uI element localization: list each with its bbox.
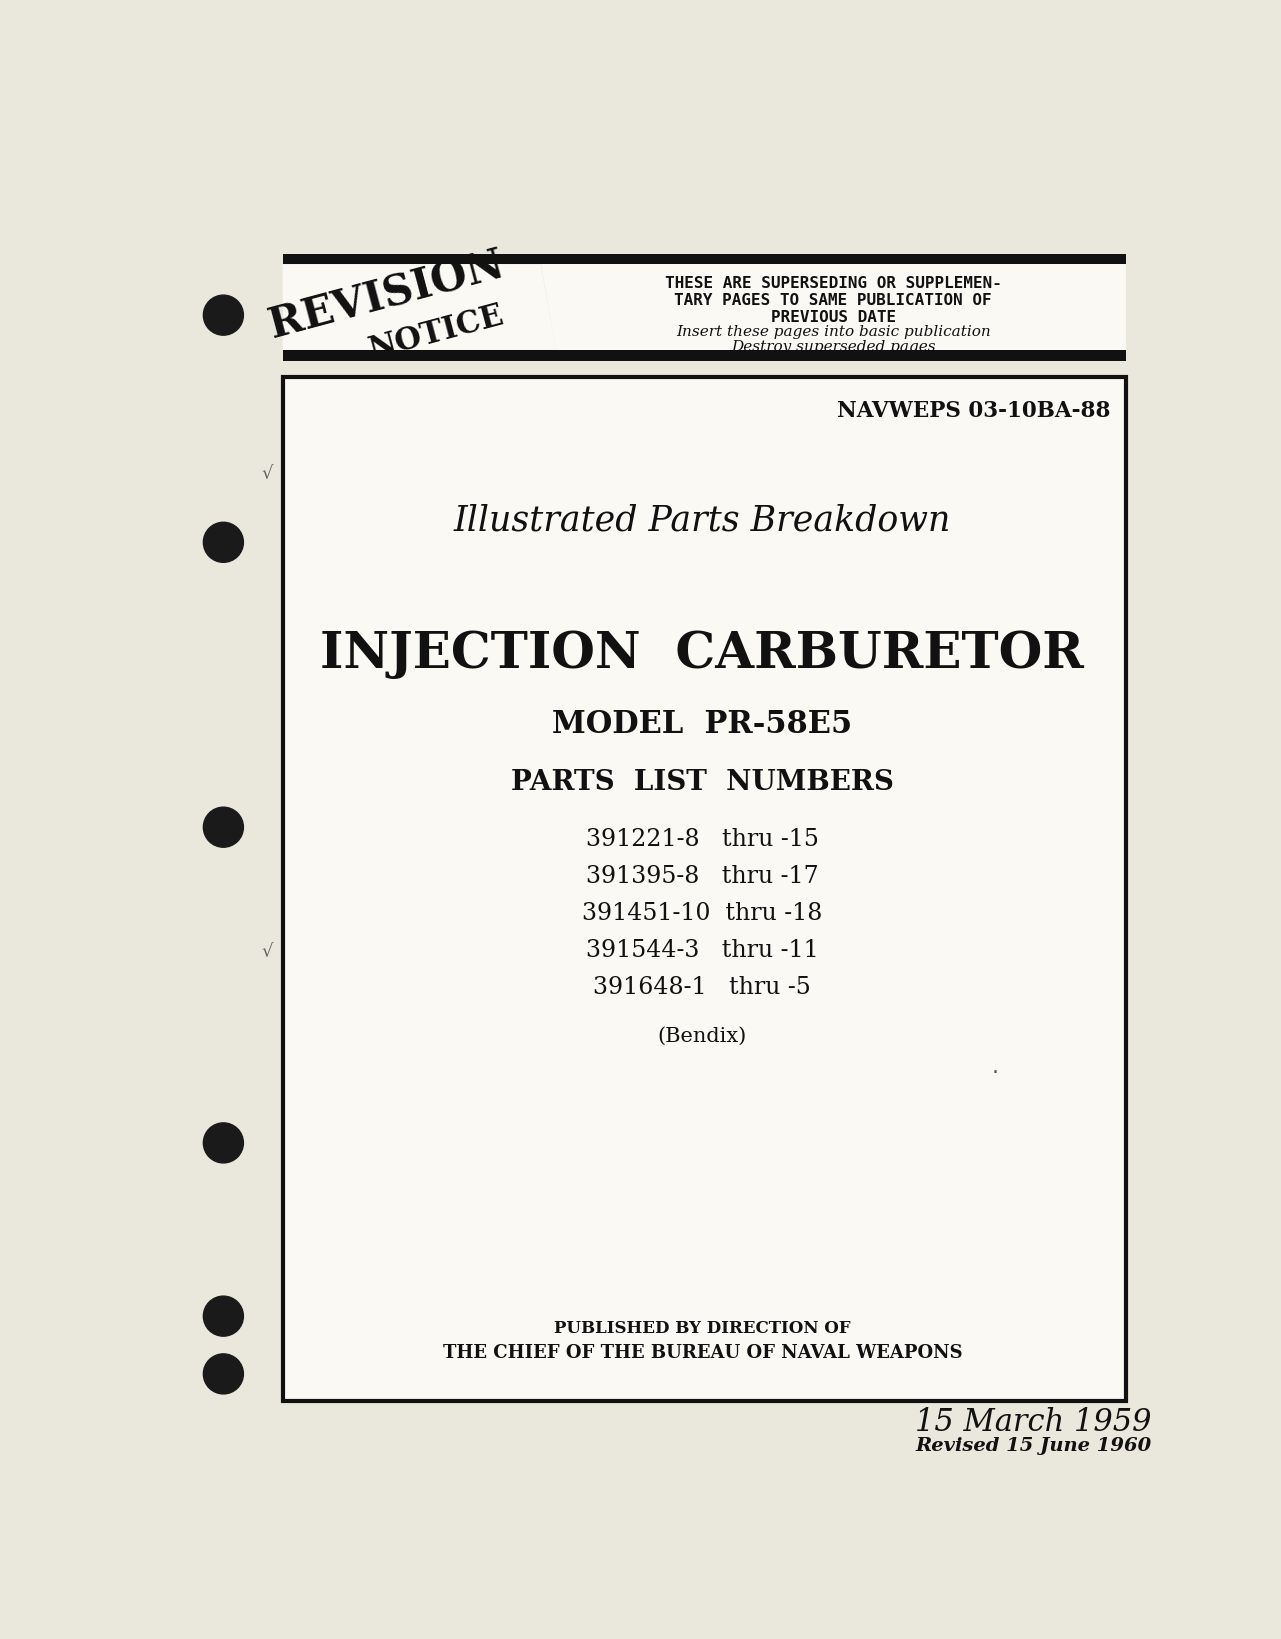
Text: 391221-8   thru -15: 391221-8 thru -15 bbox=[585, 828, 819, 851]
Circle shape bbox=[204, 1296, 243, 1336]
Text: NAVWEPS 03-10BA-88: NAVWEPS 03-10BA-88 bbox=[836, 400, 1111, 421]
Circle shape bbox=[204, 1354, 243, 1395]
Text: INJECTION  CARBURETOR: INJECTION CARBURETOR bbox=[320, 629, 1084, 679]
Bar bbox=[283, 351, 1126, 361]
Text: PREVIOUS DATE: PREVIOUS DATE bbox=[771, 310, 895, 325]
Text: 15 March 1959: 15 March 1959 bbox=[915, 1406, 1152, 1437]
Text: PUBLISHED BY DIRECTION OF: PUBLISHED BY DIRECTION OF bbox=[553, 1319, 851, 1336]
Text: 391544-3   thru -11: 391544-3 thru -11 bbox=[585, 939, 819, 962]
Text: 391451-10  thru -18: 391451-10 thru -18 bbox=[582, 901, 822, 924]
Circle shape bbox=[204, 1123, 243, 1164]
Bar bbox=[283, 377, 1126, 1401]
Text: √: √ bbox=[261, 465, 273, 484]
Text: (Bendix): (Bendix) bbox=[657, 1026, 747, 1046]
Text: PARTS  LIST  NUMBERS: PARTS LIST NUMBERS bbox=[511, 769, 894, 795]
Circle shape bbox=[204, 808, 243, 847]
Circle shape bbox=[204, 523, 243, 562]
Text: THESE ARE SUPERSEDING OR SUPPLEMEN-: THESE ARE SUPERSEDING OR SUPPLEMEN- bbox=[665, 275, 1002, 292]
Circle shape bbox=[204, 297, 243, 336]
Text: √: √ bbox=[261, 942, 273, 960]
Text: 391395-8   thru -17: 391395-8 thru -17 bbox=[585, 865, 819, 888]
Polygon shape bbox=[283, 266, 556, 351]
Polygon shape bbox=[541, 266, 1126, 351]
Text: TARY PAGES TO SAME PUBLICATION OF: TARY PAGES TO SAME PUBLICATION OF bbox=[674, 293, 991, 308]
Text: Insert these pages into basic publication: Insert these pages into basic publicatio… bbox=[676, 325, 990, 339]
Text: .: . bbox=[991, 1056, 998, 1077]
Text: Illustrated Parts Breakdown: Illustrated Parts Breakdown bbox=[453, 503, 951, 538]
Bar bbox=[283, 254, 1126, 266]
Text: NOTICE: NOTICE bbox=[365, 300, 507, 365]
Text: MODEL  PR-58E5: MODEL PR-58E5 bbox=[552, 708, 852, 739]
Text: Destroy superseded pages: Destroy superseded pages bbox=[731, 339, 935, 354]
Text: 391648-1   thru -5: 391648-1 thru -5 bbox=[593, 975, 811, 998]
Text: REVISION: REVISION bbox=[264, 244, 509, 347]
Text: THE CHIEF OF THE BUREAU OF NAVAL WEAPONS: THE CHIEF OF THE BUREAU OF NAVAL WEAPONS bbox=[442, 1344, 962, 1362]
Text: Revised 15 June 1960: Revised 15 June 1960 bbox=[916, 1436, 1152, 1454]
